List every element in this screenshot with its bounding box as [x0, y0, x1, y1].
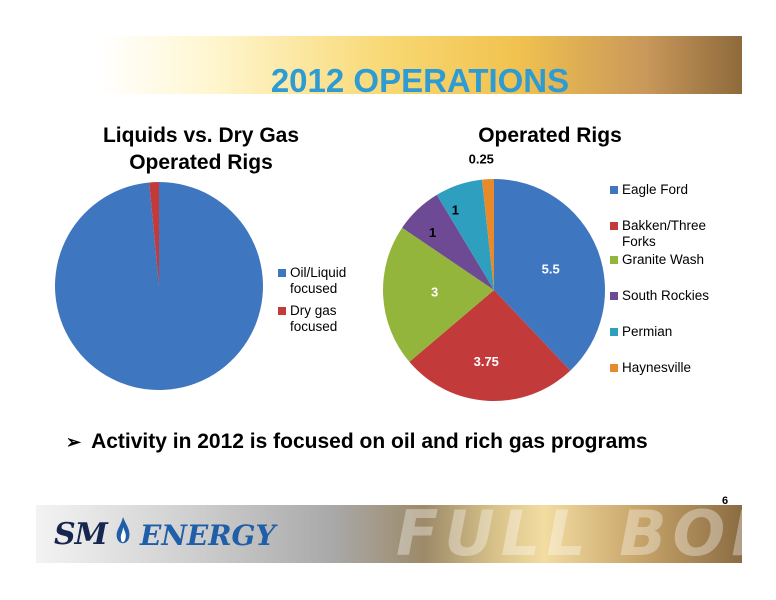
- right-data-label-permian: 1: [452, 203, 459, 218]
- left-legend: Oil/Liquid focused Dry gas focused: [278, 265, 358, 335]
- right-legend: Eagle Ford Bakken/Three Forks Granite Wash S…: [610, 182, 720, 376]
- page-title: 2012 OPERATIONS: [270, 62, 570, 99]
- right-legend-label: Bakken/Three: [622, 218, 707, 233]
- right-slice-permian: [436, 179, 494, 290]
- right-slice-south-rockies: [402, 194, 494, 290]
- left-legend-label: focused: [290, 319, 338, 334]
- logo-energy-text: ENERGY: [140, 519, 276, 552]
- right-legend-label: Haynesville: [622, 360, 692, 375]
- left-legend-label: Dry gas: [290, 303, 337, 318]
- right-data-label-haynesville: 0.25: [469, 151, 494, 166]
- left-chart-title: Liquids vs. Dry Gas Operated Rigs: [70, 122, 332, 176]
- left-legend-item-oil-liquid-focused: Oil/Liquid focused: [278, 265, 358, 297]
- left-legend-swatch: [278, 307, 286, 315]
- left-chart-title-line-1: Liquids vs. Dry Gas: [102, 124, 300, 147]
- operated-rigs-pie-chart: 5.5 3.75 3 1 1 0.25: [383, 151, 605, 401]
- arrow-bullet-icon: ➢: [66, 432, 82, 452]
- right-data-label-granite-wash: 3: [431, 284, 438, 299]
- right-data-label-eagle-ford: 5.5: [542, 262, 560, 277]
- right-legend-swatch: [610, 186, 618, 194]
- right-legend-item-south-rockies: South Rockies: [610, 288, 720, 304]
- right-data-label-bakken-three-forks: 3.75: [474, 354, 499, 369]
- left-legend-label: focused: [290, 281, 338, 296]
- right-legend-label: South Rockies: [622, 288, 710, 303]
- left-chart-title-line-2: Operated Rigs: [129, 151, 273, 174]
- right-slice-bakken-three-forks: [409, 290, 571, 401]
- liquids-pie-chart: [55, 182, 264, 390]
- right-legend-label: Granite Wash: [622, 252, 705, 267]
- logo-sm-text: SM: [54, 517, 108, 552]
- right-legend-swatch: [610, 222, 618, 230]
- right-legend-label: Permian: [622, 324, 673, 339]
- title-band: [98, 36, 742, 94]
- right-legend-swatch: [610, 364, 618, 372]
- flame-icon: [116, 517, 130, 544]
- right-legend-swatch: [610, 256, 618, 264]
- right-slice-haynesville: [481, 179, 494, 290]
- full-bore-banner-text: FULL BORE: [396, 505, 742, 563]
- left-legend-swatch: [278, 269, 286, 277]
- right-legend-item-permian: Permian: [610, 324, 720, 340]
- right-legend-item-bakken-three-forks: Bakken/Three Forks: [610, 218, 720, 250]
- left-legend-item-dry-gas-focused: Dry gas focused: [278, 303, 358, 335]
- left-legend-label: Oil/Liquid: [290, 265, 347, 280]
- activity-bullet-text: Activity in 2012 is focused on oil and r…: [91, 430, 648, 453]
- left-slice-dry-gas-focused: [149, 182, 159, 286]
- right-data-label-south-rockies: 1: [429, 225, 436, 240]
- activity-bullet: ➢ Activity in 2012 is focused on oil and…: [66, 430, 648, 454]
- page-number: 6: [722, 495, 729, 507]
- right-legend-label: Forks: [622, 234, 656, 249]
- right-slice-eagle-ford: [494, 179, 605, 371]
- right-legend-swatch: [610, 328, 618, 336]
- right-slice-granite-wash: [383, 227, 494, 362]
- right-legend-label: Eagle Ford: [622, 182, 689, 197]
- right-legend-item-eagle-ford: Eagle Ford: [610, 182, 720, 198]
- right-legend-item-granite-wash: Granite Wash: [610, 252, 720, 268]
- footer-banner: FULL BORE SM ENERGY: [36, 505, 742, 563]
- right-legend-swatch: [610, 292, 618, 300]
- right-chart-title: Operated Rigs: [478, 124, 622, 147]
- right-legend-item-haynesville: Haynesville: [610, 360, 720, 376]
